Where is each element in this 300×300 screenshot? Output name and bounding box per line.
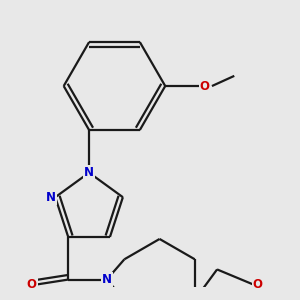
Text: N: N	[84, 166, 94, 179]
Text: O: O	[200, 80, 210, 92]
Text: N: N	[102, 273, 112, 286]
Text: O: O	[27, 278, 37, 291]
Text: O: O	[253, 278, 263, 291]
Text: N: N	[46, 191, 56, 204]
